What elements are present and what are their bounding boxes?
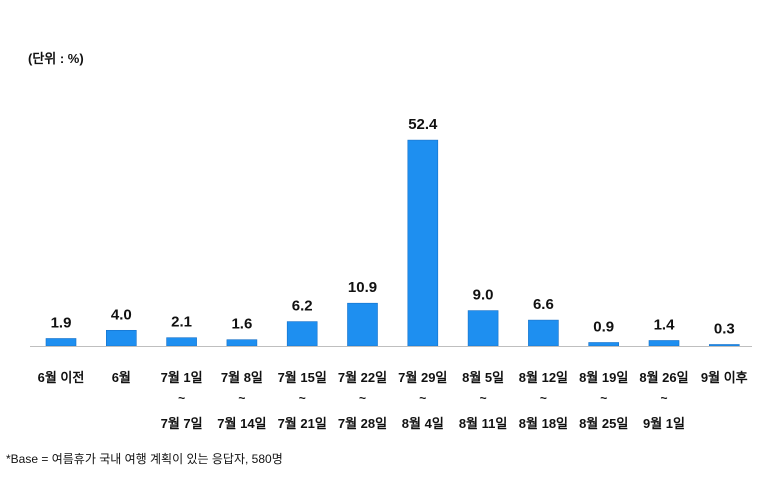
bar-11 [708,344,740,347]
category-label-9-line-0: 8월 19일 [579,370,628,385]
category-label-7-line-2: 8월 11일 [459,416,508,431]
category-label-4-line-1: ~ [299,391,306,405]
category-label-10-line-0: 8월 26일 [639,370,688,385]
base-footnote: *Base = 여름휴가 국내 여행 계획이 있는 응답자, 580명 [6,452,283,466]
category-label-5-line-0: 7월 22일 [338,370,387,385]
value-label-0: 1.9 [51,315,72,332]
value-label-8: 6.6 [533,296,554,313]
category-label-8-line-1: ~ [540,391,547,405]
category-label-2-line-1: ~ [178,391,185,405]
category-label-6-line-0: 7월 29일 [398,370,447,385]
category-label-2-line-2: 7월 7일 [161,416,203,431]
category-label-4-line-0: 7월 15일 [278,370,327,385]
category-label-9-line-2: 8월 25일 [579,416,628,431]
category-label-3-line-1: ~ [238,391,245,405]
category-label-8-line-0: 8월 12일 [519,370,568,385]
bar-1 [106,329,137,347]
category-label-7-line-0: 8월 5일 [462,370,504,385]
category-label-5-line-2: 7월 28일 [338,416,387,431]
value-label-3: 1.6 [231,316,252,333]
category-label-2-line-0: 7월 1일 [161,370,203,385]
value-label-5: 10.9 [348,279,377,296]
category-label-4-line-2: 7월 21일 [278,416,327,431]
category-label-10-line-2: 9월 1일 [643,416,685,431]
category-label-3-line-2: 7월 14일 [217,416,266,431]
value-label-7: 9.0 [473,287,494,304]
bar-3 [226,339,258,347]
value-label-4: 6.2 [292,298,313,315]
bar-10 [648,340,680,347]
value-label-2: 2.1 [171,314,192,331]
category-labels-group: 6월 이전 6월 7월 1일 ~7월 7일 7월 8일 ~7월 14일 7월 15일 ~7월 … [38,370,748,431]
bar-9 [588,342,620,347]
category-label-1-line-0: 6월 [112,370,131,385]
category-label-5-line-1: ~ [359,391,366,405]
category-label-8-line-2: 8월 18일 [519,416,568,431]
category-label-3-line-0: 7월 8일 [221,370,263,385]
category-label-6-line-1: ~ [419,391,426,405]
value-labels-group: 1.9 4.0 2.1 1.6 6.2 10.9 52.4 9.0 6.6 0.9 1.4 0.3 [51,116,735,337]
value-label-10: 1.4 [654,317,676,334]
bar-5 [347,302,378,347]
bar-8 [528,319,559,347]
category-label-11-line-0: 9월 이후 [701,370,748,385]
bar-0 [45,338,77,347]
category-label-7-line-1: ~ [480,391,487,405]
category-label-0-line-0: 6월 이전 [38,370,85,385]
category-label-6-line-2: 8월 4일 [402,416,444,431]
value-label-1: 4.0 [111,306,132,323]
category-label-9-line-1: ~ [600,391,607,405]
bar-6 [407,139,439,347]
value-label-9: 0.9 [593,319,614,336]
unit-label: (단위 : %) [28,51,84,66]
bar-4 [286,321,318,347]
category-label-10-line-1: ~ [660,391,667,405]
value-label-6: 52.4 [408,116,438,133]
bars-group [45,139,740,347]
value-label-11: 0.3 [714,321,735,338]
bar-2 [166,337,197,347]
bar-7 [467,310,499,347]
